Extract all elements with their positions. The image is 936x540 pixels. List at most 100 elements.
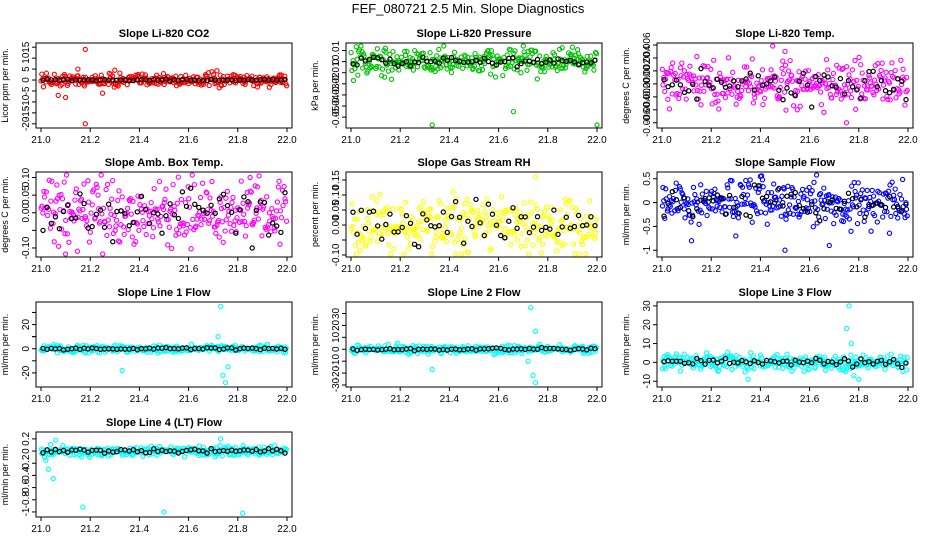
y-tick-label: 0.002 <box>642 58 653 83</box>
data-point <box>165 242 171 248</box>
data-point <box>500 217 506 223</box>
plot-frame <box>35 431 293 518</box>
reference-point <box>686 207 692 214</box>
x-tick-label: 21.4 <box>130 135 150 146</box>
reference-point <box>477 59 483 66</box>
data-point <box>714 91 720 97</box>
data-point <box>771 181 777 187</box>
data-point <box>217 199 223 205</box>
data-point <box>867 75 873 81</box>
x-tick-label: 22.0 <box>277 524 297 535</box>
data-point <box>854 220 861 227</box>
reference-point <box>395 63 401 69</box>
data-point <box>771 85 777 91</box>
data-point <box>757 88 763 94</box>
reference-point <box>167 201 173 207</box>
reference-point <box>743 212 749 218</box>
y-tick-label: 0 <box>21 346 32 352</box>
scatter-points <box>659 43 910 126</box>
data-point <box>59 81 65 88</box>
data-point <box>716 106 722 112</box>
data-point <box>799 186 806 193</box>
x-tick-label: 21.2 <box>80 524 100 535</box>
data-point <box>663 186 669 192</box>
data-point <box>584 53 590 60</box>
data-point <box>282 196 288 202</box>
y-tick-label: 0 <box>21 77 32 83</box>
y-tick-label: -0.10 <box>21 236 32 259</box>
data-point <box>895 215 901 221</box>
data-point <box>191 181 198 188</box>
data-point <box>549 217 555 223</box>
y-tick-label: -10 <box>642 374 653 389</box>
y-tick-label: 0 <box>642 359 653 365</box>
data-point <box>427 213 433 220</box>
data-point <box>143 231 149 238</box>
data-point <box>160 206 167 213</box>
data-point <box>470 209 476 216</box>
reference-point <box>665 83 671 90</box>
panel-title: Slope Amb. Box Temp. <box>105 157 224 169</box>
data-point <box>818 101 825 108</box>
data-point <box>419 218 425 225</box>
outlier-point <box>532 328 539 335</box>
data-point <box>702 63 708 70</box>
data-point <box>750 100 757 106</box>
data-point <box>84 218 90 224</box>
data-point <box>80 206 86 213</box>
reference-point <box>370 208 377 214</box>
data-point <box>880 214 886 220</box>
data-point <box>218 82 225 89</box>
x-tick-label: 21.4 <box>440 135 460 146</box>
reference-point <box>555 231 561 238</box>
data-point <box>547 213 553 220</box>
data-point <box>47 441 54 448</box>
data-point <box>801 368 807 375</box>
outlier-point <box>745 376 751 382</box>
data-point <box>704 212 710 219</box>
data-point <box>382 74 388 80</box>
data-point <box>119 194 125 200</box>
data-point <box>218 205 225 212</box>
x-tick-label: 21.6 <box>179 135 199 146</box>
data-point <box>357 247 363 254</box>
reference-point <box>714 76 721 83</box>
data-point <box>747 177 753 183</box>
scatter-points <box>38 303 289 386</box>
x-tick-label: 21.2 <box>701 264 721 275</box>
data-point <box>871 92 877 98</box>
data-point <box>692 191 698 198</box>
data-point <box>93 181 99 187</box>
reference-point <box>510 205 516 211</box>
x-tick-label: 22.0 <box>898 264 918 275</box>
data-point <box>783 107 789 113</box>
reference-point <box>448 213 455 220</box>
data-point <box>206 82 212 89</box>
x-tick-label: 22.0 <box>587 394 607 405</box>
reference-point <box>485 201 492 207</box>
reference-point <box>747 213 753 220</box>
data-point <box>400 220 406 226</box>
x-tick-label: 21.8 <box>228 394 248 405</box>
panel-6: Slope Sample Flow ml/min per min. 21.0 21.2… <box>621 157 918 275</box>
y-axis-label: degrees C per min. <box>0 176 10 253</box>
outlier-point <box>99 90 106 96</box>
data-point <box>365 220 372 226</box>
data-point <box>264 224 271 230</box>
reference-point <box>362 225 369 232</box>
data-point <box>693 82 699 88</box>
data-point <box>245 205 251 211</box>
data-point <box>593 51 600 57</box>
reference-point <box>469 223 475 230</box>
data-point <box>743 177 749 184</box>
data-point <box>554 67 560 74</box>
data-point <box>865 87 871 93</box>
data-point <box>442 224 449 230</box>
data-point <box>379 231 385 237</box>
reference-point <box>498 232 504 239</box>
y-tick-label: -0.04 <box>331 94 342 117</box>
reference-point <box>142 206 149 213</box>
reference-point <box>118 208 124 214</box>
data-point <box>398 54 405 60</box>
y-tick-label: -0.5 <box>642 217 653 235</box>
